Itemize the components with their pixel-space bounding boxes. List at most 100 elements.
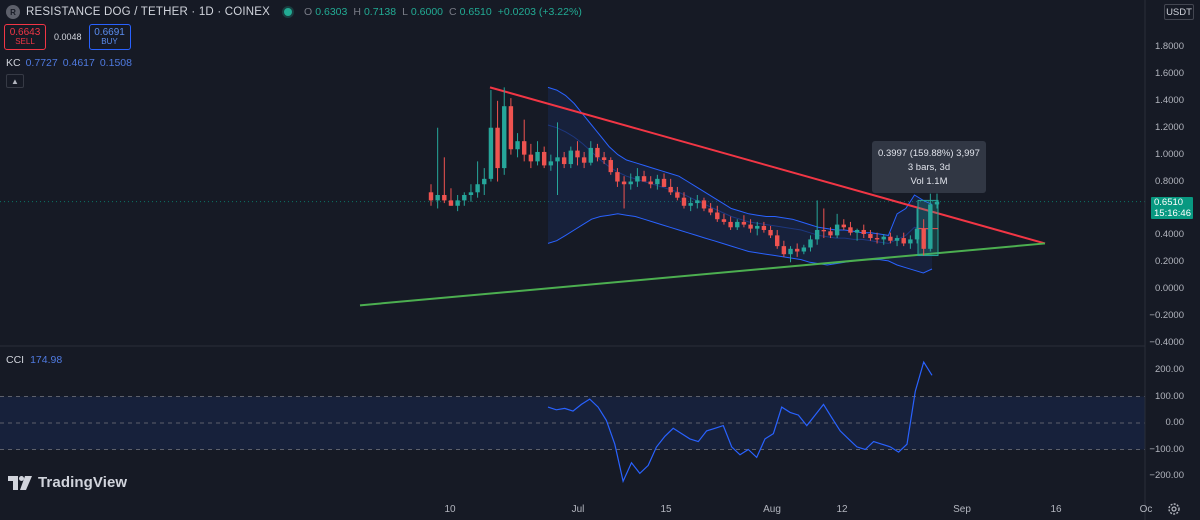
- candle-body: [635, 176, 640, 182]
- candle-body: [588, 147, 593, 163]
- candle: [741, 215, 747, 228]
- candle-body: [522, 141, 527, 155]
- candle-body: [908, 239, 913, 244]
- candle: [475, 161, 480, 198]
- candle: [502, 87, 507, 175]
- candle-body: [488, 127, 494, 179]
- candle: [608, 157, 613, 175]
- brand-name: TradingView: [38, 474, 128, 491]
- last-price: 0.6510: [1154, 197, 1184, 208]
- cci-legend[interactable]: CCI 174.98: [6, 354, 62, 366]
- price-axis-tick: 0.0000: [1154, 283, 1184, 295]
- currency-selector[interactable]: USDT: [1164, 4, 1194, 20]
- collapse-legend-button[interactable]: ▲: [6, 74, 24, 88]
- candle: [508, 98, 514, 155]
- candle: [675, 186, 680, 201]
- candle: [848, 221, 853, 236]
- kc-label: KC: [6, 57, 21, 69]
- candle: [442, 157, 447, 204]
- candle-body: [821, 229, 827, 232]
- sell-price: 0.6643: [9, 27, 41, 39]
- price-axis-tick: 0.4000: [1154, 229, 1184, 241]
- kc-legend[interactable]: KC 0.7727 0.4617 0.1508: [6, 57, 132, 69]
- candle-body: [568, 150, 574, 165]
- candle-body: [781, 246, 787, 255]
- measure-change: 0.3997 (159.88%) 3,997: [878, 148, 980, 159]
- candle: [568, 146, 574, 169]
- trade-panel: 0.6643 SELL 0.0048 0.6691 BUY: [4, 24, 131, 50]
- candle: [775, 229, 780, 249]
- keltner-upper-line: [547, 86, 933, 236]
- candle: [748, 219, 753, 233]
- ohlc-open-key: O: [304, 6, 313, 18]
- ohlc-high-key: H: [353, 6, 361, 18]
- candle: [655, 174, 660, 190]
- candle-body: [648, 181, 653, 185]
- candle: [841, 219, 846, 230]
- candle-body: [442, 195, 447, 201]
- last-price-tag: 0.6510 15:16:46: [1151, 197, 1193, 219]
- cci-axis-tick: 0.00: [1165, 417, 1185, 428]
- time-axis-tick: Sep: [953, 504, 971, 515]
- gear-icon[interactable]: [1167, 502, 1181, 516]
- candle: [635, 168, 640, 187]
- symbol-logo-icon[interactable]: R: [6, 5, 20, 19]
- chevron-up-icon: ▲: [11, 76, 19, 86]
- candle: [448, 188, 454, 206]
- candle-body: [921, 228, 926, 249]
- candle: [482, 168, 487, 195]
- candle-body: [828, 231, 833, 236]
- cci-label: CCI: [6, 354, 25, 366]
- candle: [868, 229, 873, 241]
- candle: [874, 232, 880, 244]
- candle-body: [448, 200, 454, 206]
- buy-price: 0.6691: [94, 27, 125, 39]
- candle: [755, 221, 760, 236]
- candle: [535, 141, 540, 166]
- candle: [881, 234, 886, 245]
- candle-body: [801, 247, 807, 252]
- candle: [821, 208, 827, 239]
- candle-body: [462, 195, 467, 201]
- price-axis-tick: 0.2000: [1154, 256, 1184, 268]
- candle: [721, 213, 727, 225]
- buy-button[interactable]: 0.6691 BUY: [88, 24, 131, 50]
- candle-body: [555, 157, 560, 162]
- candle: [462, 192, 467, 206]
- candle: [908, 235, 913, 249]
- ohlc-close-value: 0.6510: [459, 6, 492, 18]
- candle: [801, 244, 807, 255]
- candle: [761, 221, 767, 233]
- sell-button[interactable]: 0.6643 SELL: [4, 24, 46, 50]
- candle: [548, 154, 554, 171]
- candle-body: [848, 227, 853, 233]
- candle: [588, 141, 593, 166]
- cci-line: [547, 360, 933, 484]
- candle-body: [934, 201, 940, 205]
- candle-body: [502, 106, 507, 169]
- candle: [601, 151, 607, 165]
- candle: [575, 141, 580, 166]
- candle-body: [535, 151, 540, 162]
- candle-body: [735, 221, 740, 228]
- candle: [788, 246, 793, 263]
- candle: [468, 184, 474, 202]
- candle: [854, 228, 860, 241]
- candle-body: [914, 228, 920, 240]
- candle-body: [528, 154, 534, 162]
- tradingview-logo-icon: [8, 475, 32, 490]
- symbol-title[interactable]: RESISTANCE DOG / TETHER · 1D · COINEX: [26, 6, 271, 18]
- candle: [488, 90, 494, 182]
- candle-body: [581, 157, 587, 163]
- tradingview-logo[interactable]: TradingView: [8, 474, 127, 491]
- candle: [581, 151, 587, 169]
- candle: [688, 197, 693, 212]
- price-axis-tick: 1.2000: [1154, 121, 1184, 133]
- buy-label: BUY: [101, 37, 118, 47]
- candle-body: [468, 192, 474, 195]
- candle-body: [681, 197, 687, 206]
- candle-body: [881, 236, 886, 240]
- candle: [828, 227, 833, 239]
- time-axis-tick: Jul: [571, 504, 585, 515]
